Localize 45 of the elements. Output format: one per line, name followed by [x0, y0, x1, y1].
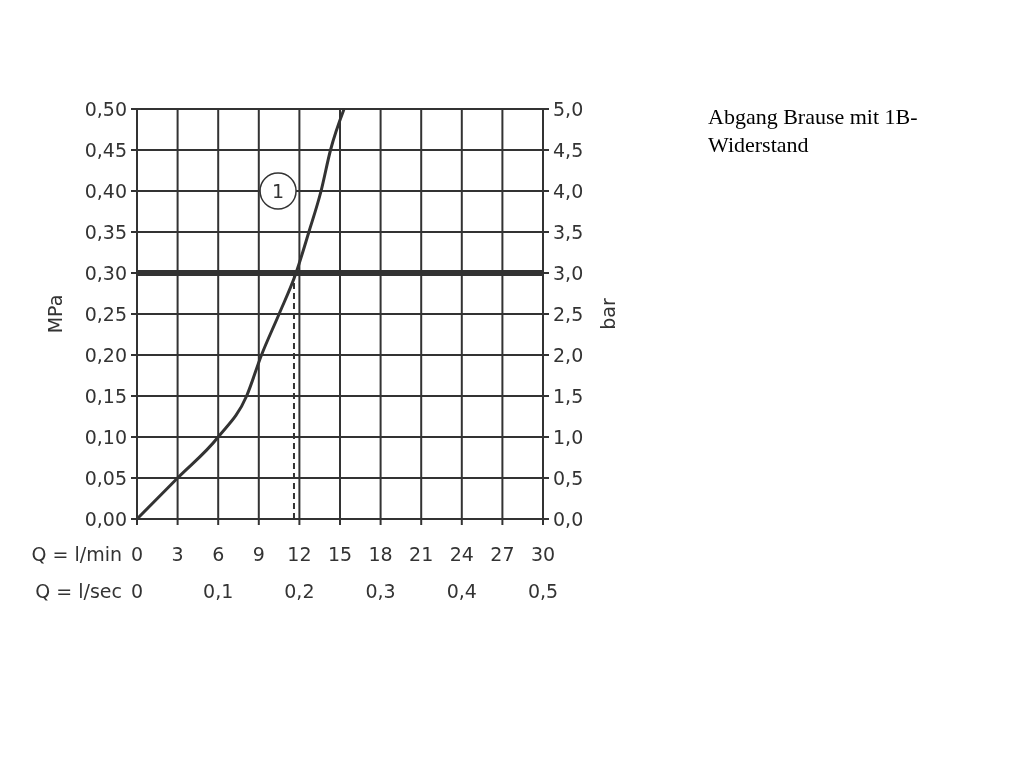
y-tick-label: 0,20 [84, 344, 127, 366]
x2-tick-label: 0,1 [203, 580, 234, 602]
y-tick-label: 0,10 [84, 426, 127, 448]
x-tick-label: 15 [327, 543, 353, 565]
y2-tick-label: 2,5 [553, 303, 584, 325]
text: Abgang Brause mit 1B-Widerstand [708, 103, 919, 159]
y2-tick-label: 3,5 [553, 221, 584, 243]
x-tick-label: 0 [130, 543, 144, 565]
y-tick-label: 0,05 [84, 467, 127, 489]
y-tick-label: 0,50 [84, 98, 127, 120]
series-label: 1 [272, 180, 285, 202]
x2-tick-label: 0,5 [527, 580, 559, 602]
y2-tick-label: 1,0 [553, 426, 584, 448]
x-axis-title: Q = l/min [31, 543, 122, 565]
x-tick-label: 24 [449, 543, 474, 565]
y-tick-label: 0,45 [84, 139, 127, 161]
x-tick-label: 12 [287, 543, 312, 565]
x-tick-label: 27 [490, 543, 515, 565]
x-tick-label: 18 [368, 543, 393, 565]
y2-tick-label: 0,5 [553, 467, 584, 489]
y2-tick-label: 2,0 [553, 344, 584, 366]
y-tick-label: 0,15 [84, 385, 127, 407]
y-tick-label: 0,25 [84, 303, 127, 325]
x2-axis-title: Q = l/sec [35, 580, 122, 602]
x-tick-label: 9 [252, 543, 265, 565]
x2-tick-label: 0,4 [446, 580, 477, 602]
x-tick-label: 30 [530, 543, 556, 565]
y-axis-title: MPa [44, 294, 66, 334]
y-tick-label: 0,30 [84, 262, 127, 284]
x-tick-label: 21 [409, 543, 434, 565]
y2-tick-label: 1,5 [553, 385, 584, 407]
y2-tick-label: 3,0 [553, 262, 584, 284]
y2-tick-label: 0,0 [553, 508, 584, 530]
y2-axis-title: bar [597, 298, 619, 330]
y2-tick-label: 5,0 [553, 98, 584, 120]
x2-tick-label: 0,3 [365, 580, 396, 602]
y2-tick-label: 4,0 [553, 180, 584, 202]
y-tick-label: 0,40 [84, 180, 127, 202]
x-tick-label: 3 [171, 543, 184, 565]
y-tick-label: 0,00 [84, 508, 127, 530]
y-tick-label: 0,35 [84, 221, 127, 243]
x2-tick-label: 0 [130, 580, 144, 602]
y2-tick-label: 4,5 [553, 139, 584, 161]
x-tick-label: 6 [212, 543, 225, 565]
x2-tick-label: 0,2 [284, 580, 315, 602]
